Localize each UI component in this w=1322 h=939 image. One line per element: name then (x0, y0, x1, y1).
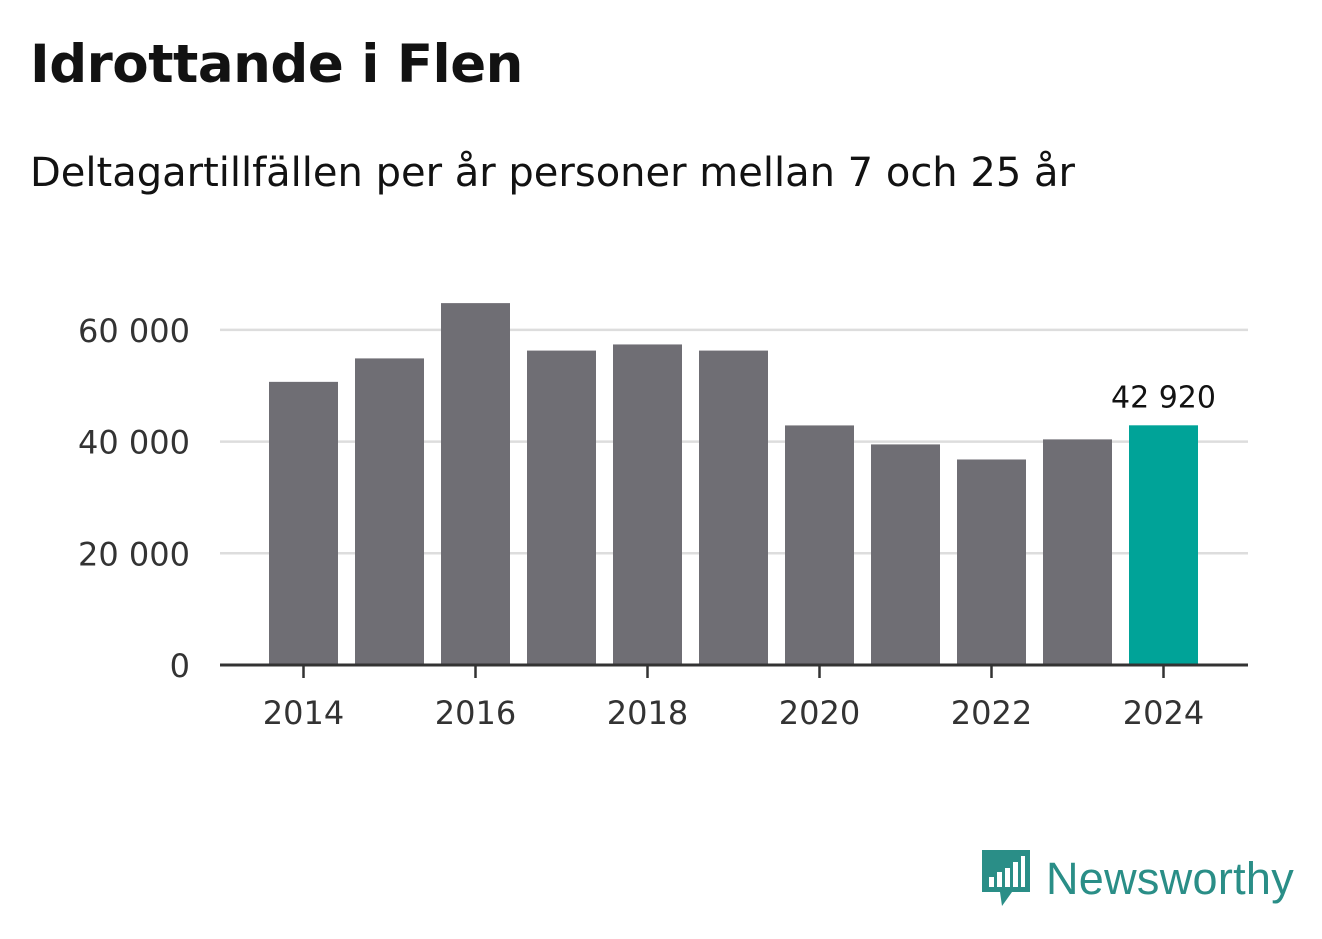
brand-name: Newsworthy (1046, 853, 1295, 904)
y-tick-label: 40 000 (78, 424, 190, 462)
bar-2015 (355, 358, 424, 665)
x-tick-label: 2018 (607, 694, 688, 732)
bar-2017 (527, 350, 596, 665)
y-tick-label: 60 000 (78, 312, 190, 350)
chart-title: Idrottande i Flen (30, 34, 523, 95)
bar-2022 (957, 459, 1026, 665)
chart-subtitle: Deltagartillfällen per år personer mella… (30, 150, 1075, 196)
x-tick-label: 2024 (1123, 694, 1204, 732)
newsworthy-logo-icon (982, 850, 1030, 906)
value-label-2024: 42 920 (1111, 380, 1216, 415)
bar-2016 (441, 303, 510, 665)
bar-2021 (871, 444, 940, 665)
newsworthy-logo: Newsworthy (980, 848, 1294, 910)
bar-2014 (269, 381, 338, 665)
bar-chart: 0 20 000 40 000 60 000 2014 2016 2018 2020 2022 2… (78, 303, 1248, 732)
bar-2024 (1129, 425, 1198, 665)
x-tick-label: 2014 (263, 694, 344, 732)
bar-2020 (785, 425, 854, 665)
x-tick-label: 2022 (951, 694, 1032, 732)
y-tick-label: 20 000 (78, 535, 190, 573)
x-tick-label: 2020 (779, 694, 860, 732)
bar-2019 (699, 350, 768, 665)
bar-2023 (1043, 439, 1112, 665)
x-tick-label: 2016 (435, 694, 516, 732)
bar-2018 (613, 344, 682, 665)
y-tick-label: 0 (170, 647, 190, 685)
